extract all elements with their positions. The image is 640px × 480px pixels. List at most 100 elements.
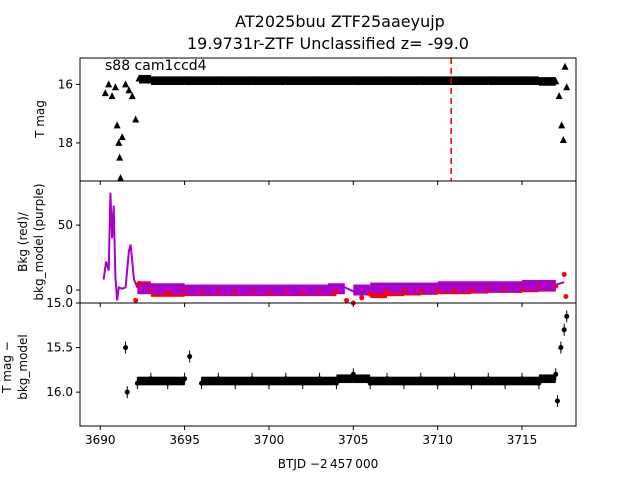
top-series0-band xyxy=(471,76,489,86)
top-series0-band xyxy=(184,76,202,86)
x-tick-label: 3705 xyxy=(338,433,369,447)
top-series0-band xyxy=(218,76,236,86)
bot-point xyxy=(283,376,289,382)
mid-point xyxy=(136,281,142,287)
panel-background: 0 50 Bkg (red)/ bkg_model (purple) xyxy=(16,180,577,307)
mid-y-tick-label: 0 xyxy=(65,283,73,297)
mid-point xyxy=(333,288,339,294)
top-y-label: T mag xyxy=(33,100,47,139)
bot-point xyxy=(564,313,570,319)
bot-point xyxy=(561,327,567,333)
top-series0-band xyxy=(139,74,151,84)
mid-point xyxy=(561,271,567,277)
bot-point xyxy=(553,371,559,377)
top-point xyxy=(501,77,509,85)
bot-y-tick-label: 16.0 xyxy=(46,385,73,399)
top-series0-band xyxy=(538,77,556,86)
x-tick-label: 3710 xyxy=(422,433,453,447)
mid-point xyxy=(418,287,424,293)
top-series0-band xyxy=(353,76,371,86)
top-point xyxy=(434,77,442,85)
x-tick-label: 3690 xyxy=(85,433,116,447)
top-point xyxy=(164,77,172,85)
top-series0-band xyxy=(302,76,320,86)
bot-point xyxy=(452,376,458,382)
bot-point xyxy=(123,345,129,351)
top-point xyxy=(116,153,124,161)
top-point xyxy=(197,77,205,85)
top-series0-band xyxy=(420,76,438,86)
top-point xyxy=(558,121,566,129)
bot-series0-band xyxy=(285,376,303,386)
bot-series0-band xyxy=(137,376,151,386)
top-point xyxy=(214,75,222,83)
mid-point xyxy=(384,288,390,294)
top-point xyxy=(105,80,113,88)
top-point xyxy=(555,92,563,100)
top-series0-band xyxy=(437,76,455,86)
top-point xyxy=(383,75,391,83)
top-series0-band xyxy=(235,76,253,86)
bot-series0-band xyxy=(437,376,455,386)
top-point xyxy=(111,83,119,91)
bot-point xyxy=(124,389,130,395)
bot-series0-band xyxy=(420,376,438,386)
x-tick-label: 3695 xyxy=(169,433,200,447)
top-point xyxy=(366,77,374,85)
top-point xyxy=(101,89,109,97)
bot-series0-band xyxy=(201,376,219,386)
top-series0-band xyxy=(488,76,506,86)
bot-point xyxy=(485,376,491,382)
mid-point xyxy=(165,290,171,296)
bot-point xyxy=(502,380,508,386)
top-point xyxy=(115,138,123,146)
bot-series0-band xyxy=(252,376,269,386)
top-point xyxy=(181,75,189,83)
top-series0-band xyxy=(150,76,168,86)
top-series0-band xyxy=(505,76,523,86)
bot-series0-band xyxy=(319,376,337,386)
bot-point xyxy=(232,380,238,386)
top-series0-band xyxy=(336,76,354,86)
top-point xyxy=(116,174,124,182)
mid-y-label-line1: Bkg (red)/ xyxy=(16,211,30,272)
bot-point xyxy=(418,376,424,382)
bot-point xyxy=(468,380,474,386)
bot-series0-band xyxy=(150,376,168,386)
top-series0-band xyxy=(268,76,286,86)
panel-background-data: 0 50 xyxy=(58,192,569,307)
bot-point xyxy=(401,380,407,386)
bot-y-label-line2: bkg_model xyxy=(16,334,30,400)
top-point xyxy=(400,77,408,85)
bot-point xyxy=(384,376,390,382)
panel-corrected-magnitude: 15.0 15.5 16.0 3690 3695 3700 3705 3710 3715 T m… xyxy=(0,296,577,447)
bot-point xyxy=(350,371,356,377)
top-series0-band xyxy=(370,76,388,86)
top-point xyxy=(108,92,116,100)
top-point xyxy=(484,75,492,83)
bot-point xyxy=(134,380,140,386)
bot-series0-band xyxy=(370,376,388,386)
mid-y-label-line2: bkg_model (purple) xyxy=(32,183,46,300)
top-point xyxy=(518,75,526,83)
bot-y-tick-label: 15.5 xyxy=(46,341,73,355)
bot-y-label-line1: T mag − xyxy=(0,341,14,394)
bot-point xyxy=(148,376,154,382)
mid-point xyxy=(563,294,569,300)
bot-point xyxy=(215,376,221,382)
bot-series0-band xyxy=(403,376,421,386)
bot-series0-band xyxy=(353,374,371,384)
top-point xyxy=(349,75,357,83)
top-y-tick-label: 16 xyxy=(58,77,73,91)
top-point xyxy=(561,62,569,70)
top-series0-band xyxy=(167,76,185,86)
top-point xyxy=(125,86,133,94)
bot-point xyxy=(519,376,525,382)
x-tick-label: 3700 xyxy=(254,433,285,447)
top-series0-band xyxy=(454,76,472,86)
figure-title-line2: 19.9731r-ZTF Unclassified z= -99.0 xyxy=(187,34,469,53)
mid-point xyxy=(359,295,365,301)
